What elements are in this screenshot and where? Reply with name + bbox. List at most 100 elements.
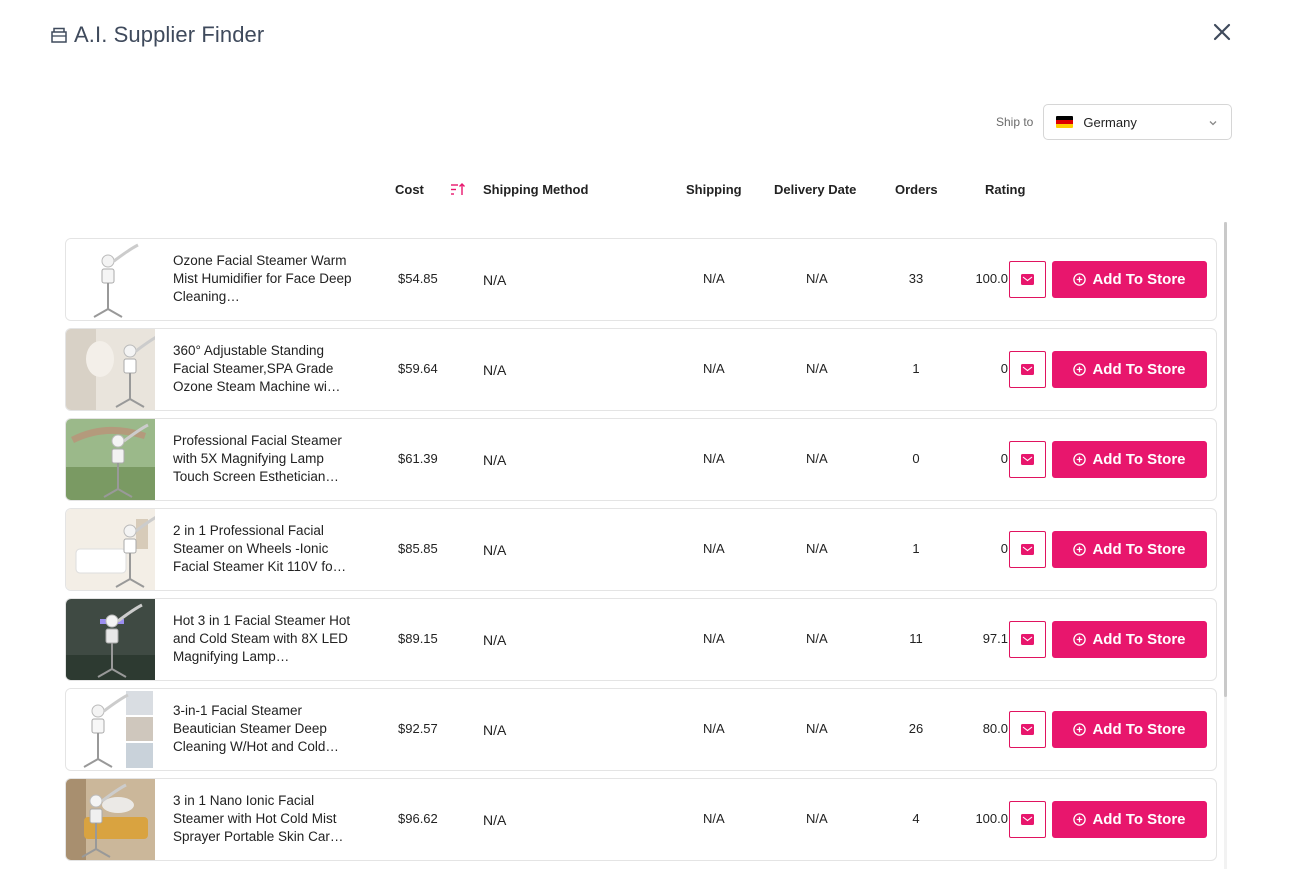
country-select[interactable]: Germany: [1043, 104, 1233, 140]
product-image[interactable]: [66, 779, 155, 860]
product-cost: $92.57: [398, 721, 438, 736]
add-to-store-button[interactable]: Add To Store: [1052, 801, 1207, 838]
product-shipping: N/A: [703, 271, 725, 286]
table-header: Cost Shipping Method Shipping Delivery D…: [0, 182, 1290, 200]
product-shipping-method: N/A: [483, 542, 507, 558]
product-photo: [66, 239, 155, 320]
add-to-store-button[interactable]: Add To Store: [1052, 711, 1207, 748]
product-row: 3-in-1 Facial Steamer Beautician Steamer…: [65, 688, 1217, 771]
product-rating: 100.0: [975, 811, 1008, 826]
sort-icon[interactable]: [450, 182, 466, 198]
product-cost: $54.85: [398, 271, 438, 286]
add-to-store-button[interactable]: Add To Store: [1052, 621, 1207, 658]
product-rating: 97.1: [982, 631, 1008, 646]
product-name[interactable]: Hot 3 in 1 Facial Steamer Hot and Cold S…: [173, 613, 351, 664]
product-orders: 26: [908, 721, 924, 736]
country-value: Germany: [1083, 114, 1137, 130]
product-photo: [66, 419, 155, 500]
mail-icon: [1021, 544, 1034, 555]
product-rating: 100.0: [975, 271, 1008, 286]
add-to-store-button[interactable]: Add To Store: [1052, 531, 1207, 568]
store-icon: [51, 27, 67, 43]
column-shipping: Shipping: [686, 182, 742, 197]
product-rating: 80.0: [982, 721, 1008, 736]
add-to-store-button[interactable]: Add To Store: [1052, 261, 1207, 298]
add-to-store-label: Add To Store: [1092, 541, 1186, 558]
product-shipping-method: N/A: [483, 272, 507, 288]
product-orders: 1: [912, 361, 920, 376]
plus-circle-icon: [1073, 633, 1087, 646]
plus-circle-icon: [1073, 543, 1087, 556]
column-rating: Rating: [985, 182, 1026, 197]
product-name[interactable]: Professional Facial Steamer with 5X Magn…: [173, 433, 342, 484]
product-shipping-method: N/A: [483, 722, 507, 738]
add-to-store-label: Add To Store: [1092, 271, 1186, 288]
product-row: 3 in 1 Nano Ionic Facial Steamer with Ho…: [65, 778, 1217, 861]
product-rating: 0: [1000, 361, 1008, 376]
column-delivery-date: Delivery Date: [774, 182, 857, 197]
product-orders: 1: [912, 541, 920, 556]
product-name[interactable]: 3 in 1 Nano Ionic Facial Steamer with Ho…: [173, 793, 344, 844]
product-photo: [66, 689, 155, 770]
column-cost[interactable]: Cost: [395, 182, 424, 197]
product-delivery-date: N/A: [806, 271, 828, 286]
contact-supplier-button[interactable]: [1009, 441, 1046, 478]
contact-supplier-button[interactable]: [1009, 711, 1046, 748]
product-name[interactable]: 360° Adjustable Standing Facial Steamer,…: [173, 343, 341, 394]
product-shipping: N/A: [703, 541, 725, 556]
product-row: Ozone Facial Steamer Warm Mist Humidifie…: [65, 238, 1217, 321]
product-image[interactable]: [66, 419, 155, 500]
mail-icon: [1021, 724, 1034, 735]
product-image[interactable]: [66, 599, 155, 680]
product-photo: [66, 509, 155, 590]
contact-supplier-button[interactable]: [1009, 261, 1046, 298]
product-delivery-date: N/A: [806, 721, 828, 736]
scrollbar[interactable]: [1224, 222, 1227, 869]
product-cost: $85.85: [398, 541, 438, 556]
product-name[interactable]: Ozone Facial Steamer Warm Mist Humidifie…: [173, 253, 352, 304]
add-to-store-button[interactable]: Add To Store: [1052, 351, 1207, 388]
product-rating: 0: [1000, 541, 1008, 556]
product-list: Ozone Facial Steamer Warm Mist Humidifie…: [65, 238, 1217, 868]
product-row: Hot 3 in 1 Facial Steamer Hot and Cold S…: [65, 598, 1217, 681]
column-shipping-method: Shipping Method: [483, 182, 589, 197]
contact-supplier-button[interactable]: [1009, 531, 1046, 568]
product-photo: [66, 779, 155, 860]
product-row: 360° Adjustable Standing Facial Steamer,…: [65, 328, 1217, 411]
product-shipping: N/A: [703, 451, 725, 466]
close-button[interactable]: [1208, 18, 1236, 46]
mail-icon: [1021, 814, 1034, 825]
product-shipping: N/A: [703, 721, 725, 736]
product-shipping-method: N/A: [483, 812, 507, 828]
contact-supplier-button[interactable]: [1009, 621, 1046, 658]
add-to-store-label: Add To Store: [1092, 631, 1186, 648]
scrollbar-thumb[interactable]: [1224, 222, 1227, 697]
plus-circle-icon: [1073, 363, 1087, 376]
product-shipping: N/A: [703, 631, 725, 646]
product-name[interactable]: 3-in-1 Facial Steamer Beautician Steamer…: [173, 703, 339, 754]
product-image[interactable]: [66, 689, 155, 770]
germany-flag-icon: [1056, 116, 1074, 128]
mail-icon: [1021, 364, 1034, 375]
product-photo: [66, 329, 155, 410]
page-title: A.I. Supplier Finder: [74, 22, 265, 47]
contact-supplier-button[interactable]: [1009, 351, 1046, 388]
contact-supplier-button[interactable]: [1009, 801, 1046, 838]
product-orders: 4: [912, 811, 920, 826]
product-delivery-date: N/A: [806, 541, 828, 556]
product-name[interactable]: 2 in 1 Professional Facial Steamer on Wh…: [173, 523, 347, 574]
mail-icon: [1021, 634, 1034, 645]
product-image[interactable]: [66, 329, 155, 410]
add-to-store-button[interactable]: Add To Store: [1052, 441, 1207, 478]
product-image[interactable]: [66, 239, 155, 320]
mail-icon: [1021, 274, 1034, 285]
chevron-down-icon: [1209, 121, 1217, 126]
product-image[interactable]: [66, 509, 155, 590]
product-shipping: N/A: [703, 811, 725, 826]
add-to-store-label: Add To Store: [1092, 451, 1186, 468]
product-orders: 11: [909, 631, 923, 646]
product-shipping: N/A: [703, 361, 725, 376]
plus-circle-icon: [1073, 453, 1087, 466]
product-delivery-date: N/A: [806, 451, 828, 466]
plus-circle-icon: [1073, 723, 1087, 736]
